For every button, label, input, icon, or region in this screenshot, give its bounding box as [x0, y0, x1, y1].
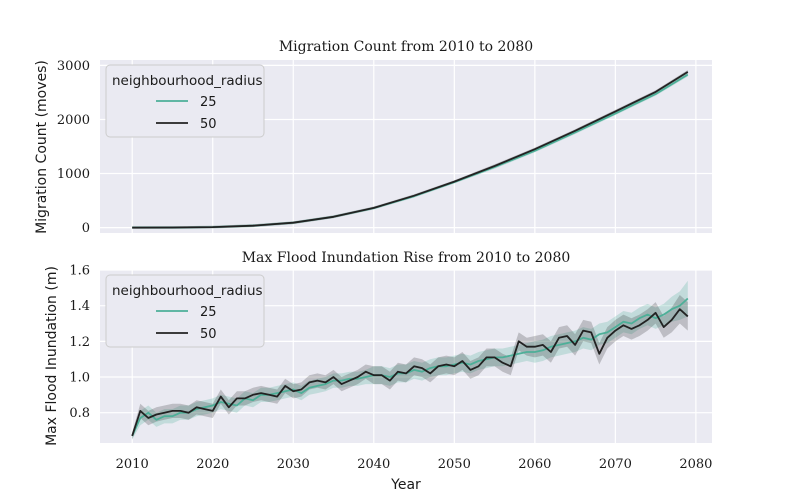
- legend-title: neighbourhood_radius: [112, 283, 263, 299]
- x-tick-label: 2070: [599, 457, 632, 472]
- yticks-flood: 0.8 1.0 1.2 1.4 1.6: [69, 264, 90, 422]
- y-tick-label: 0: [82, 221, 90, 236]
- legend-entry-25: 25: [200, 305, 217, 320]
- grid-flood: [100, 269, 712, 443]
- legend-entry-25: 25: [200, 95, 217, 110]
- x-tick-label: 2020: [196, 457, 229, 472]
- panel-flood: 0.8 1.0 1.2 1.4 1.6 2010 2020 2030 2040 2050 2060…: [44, 250, 712, 493]
- yticks-migration: 0 1000 2000 3000: [57, 59, 90, 236]
- y-axis-label-flood: Max Flood Inundation (m): [44, 266, 60, 446]
- y-tick-label: 1.0: [69, 371, 90, 386]
- y-tick-label: 2000: [57, 113, 90, 128]
- y-tick-label: 1000: [57, 167, 90, 182]
- x-tick-label: 2080: [679, 457, 712, 472]
- x-tick-label: 2010: [116, 457, 149, 472]
- x-tick-label: 2060: [518, 457, 551, 472]
- x-tick-label: 2030: [277, 457, 310, 472]
- y-tick-label: 1.6: [69, 264, 90, 279]
- y-tick-label: 1.2: [69, 335, 90, 350]
- panel-migration: 0 1000 2000 3000 Migration Count from 2010 …: [34, 39, 712, 236]
- y-axis-label-migration: Migration Count (moves): [34, 60, 50, 234]
- legend-flood: neighbourhood_radius 25 50: [105, 274, 265, 348]
- ci-band-25: [132, 280, 688, 440]
- x-axis-label: Year: [390, 477, 421, 493]
- legend-migration: neighbourhood_radius 25 50: [105, 64, 265, 138]
- series-line-50: [131, 308, 689, 437]
- y-tick-label: 1.4: [69, 299, 90, 314]
- x-tick-label: 2050: [438, 457, 471, 472]
- legend-title: neighbourhood_radius: [112, 73, 263, 89]
- x-tick-label: 2040: [357, 457, 390, 472]
- bands-flood: [132, 280, 688, 440]
- ci-band-50: [132, 295, 688, 440]
- y-tick-label: 3000: [57, 59, 90, 74]
- series-line-50: [132, 71, 689, 229]
- lines-migration: [132, 71, 689, 229]
- legend-entry-50: 50: [200, 117, 217, 132]
- lines-flood: [131, 297, 689, 437]
- chart-title-flood: Max Flood Inundation Rise from 2010 to 2…: [242, 250, 571, 266]
- y-tick-label: 0.8: [69, 406, 90, 421]
- legend-entry-50: 50: [200, 327, 217, 342]
- chart-title-migration: Migration Count from 2010 to 2080: [279, 39, 533, 55]
- xticks-flood: 2010 2020 2030 2040 2050 2060 2070 2080: [116, 457, 713, 472]
